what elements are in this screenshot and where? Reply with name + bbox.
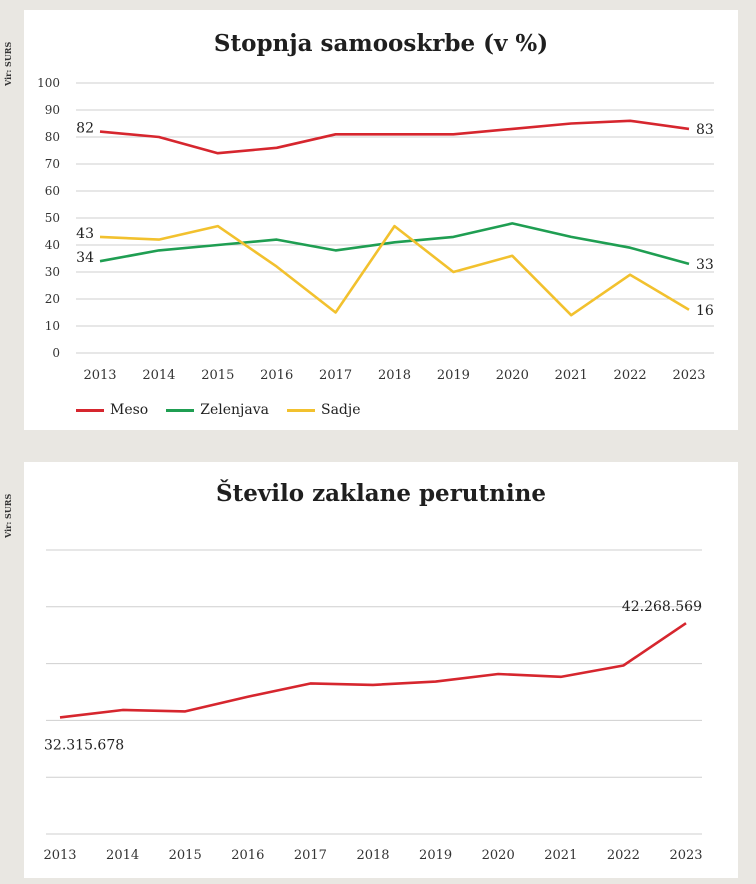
x-tick-2021: 2021	[544, 848, 577, 863]
x-tick-2021: 2021	[555, 368, 588, 383]
series-line-sadje	[99, 224, 690, 317]
y-tick-20: 20	[45, 292, 60, 306]
x-tick-2017: 2017	[319, 368, 352, 383]
chart2-title: Število zaklane perutnine	[216, 480, 546, 507]
x-tick-2023: 2023	[669, 848, 702, 863]
data-label-last-zelenjava: 33	[696, 257, 714, 273]
data-label-first-poultry: 32.315.678	[44, 737, 124, 753]
y-tick-40: 40	[45, 238, 60, 252]
x-tick-2015: 2015	[169, 848, 202, 863]
data-label-last-meso: 83	[696, 122, 714, 138]
y-tick-100: 100	[37, 76, 60, 90]
chart2-source-label: Vir: SURS	[3, 493, 13, 538]
chart1-title: Stopnja samooskrbe (v %)	[213, 30, 549, 57]
y-tick-60: 60	[45, 184, 60, 198]
y-tick-90: 90	[45, 103, 60, 117]
y-tick-0: 0	[52, 346, 60, 360]
poultry-chart-panel: Število zaklane perutnine 2013 2014 2015 20…	[24, 462, 738, 878]
x-tick-2022: 2022	[607, 848, 640, 863]
self-sufficiency-chart-panel: Stopnja samooskrbe (v %) 0 10 20 30 40 50 60 70…	[24, 10, 738, 430]
y-tick-70: 70	[45, 157, 60, 171]
x-tick-2017: 2017	[294, 848, 327, 863]
x-tick-2022: 2022	[614, 368, 647, 383]
legend-swatch-zelenjava	[166, 408, 195, 412]
data-label-last-poultry: 42.268.569	[622, 599, 702, 615]
x-tick-2016: 2016	[231, 848, 264, 863]
series-line-meso	[99, 119, 690, 155]
legend-swatch-sadje	[286, 408, 315, 412]
x-tick-2013: 2013	[83, 368, 116, 383]
legend-label-sadje: Sadje	[320, 402, 361, 418]
y-tick-30: 30	[45, 265, 60, 279]
x-tick-2020: 2020	[496, 368, 529, 383]
x-tick-2018: 2018	[356, 848, 389, 863]
data-label-first-zelenjava: 34	[76, 250, 94, 266]
data-label-first-meso: 82	[76, 121, 94, 137]
data-label-first-sadje: 43	[76, 226, 94, 242]
legend-item-sadje: Sadje	[286, 402, 361, 418]
chart1-plot: 0 10 20 30 40 50 60 70 80 90 100 2013 2014 2015 2016 20…	[37, 76, 714, 383]
legend-item-meso: Meso	[76, 402, 148, 418]
y-tick-80: 80	[45, 130, 60, 144]
chart2-plot: 2013 2014 2015 2016 2017 2018 2019 2020 2021 2022…	[43, 549, 703, 863]
legend-label-meso: Meso	[110, 402, 149, 418]
legend-item-zelenjava: Zelenjava	[166, 402, 269, 418]
y-tick-50: 50	[45, 211, 60, 225]
x-tick-2013: 2013	[43, 848, 76, 863]
x-tick-2023: 2023	[672, 368, 705, 383]
series-line-poultry	[59, 622, 687, 719]
chart1-legend: Meso Zelenjava Sadje	[76, 402, 361, 418]
x-tick-2014: 2014	[142, 368, 175, 383]
x-tick-2019: 2019	[437, 368, 470, 383]
x-tick-2014: 2014	[106, 848, 139, 863]
x-tick-2019: 2019	[419, 848, 452, 863]
data-label-last-sadje: 16	[696, 303, 714, 319]
x-tick-2015: 2015	[201, 368, 234, 383]
legend-swatch-meso	[76, 408, 104, 412]
x-tick-2018: 2018	[378, 368, 411, 383]
series-line-zelenjava	[99, 222, 690, 266]
x-tick-2016: 2016	[260, 368, 293, 383]
chart1-source-label: Vir: SURS	[3, 41, 13, 86]
legend-label-zelenjava: Zelenjava	[200, 402, 269, 418]
y-tick-10: 10	[45, 319, 60, 333]
x-tick-2020: 2020	[482, 848, 515, 863]
